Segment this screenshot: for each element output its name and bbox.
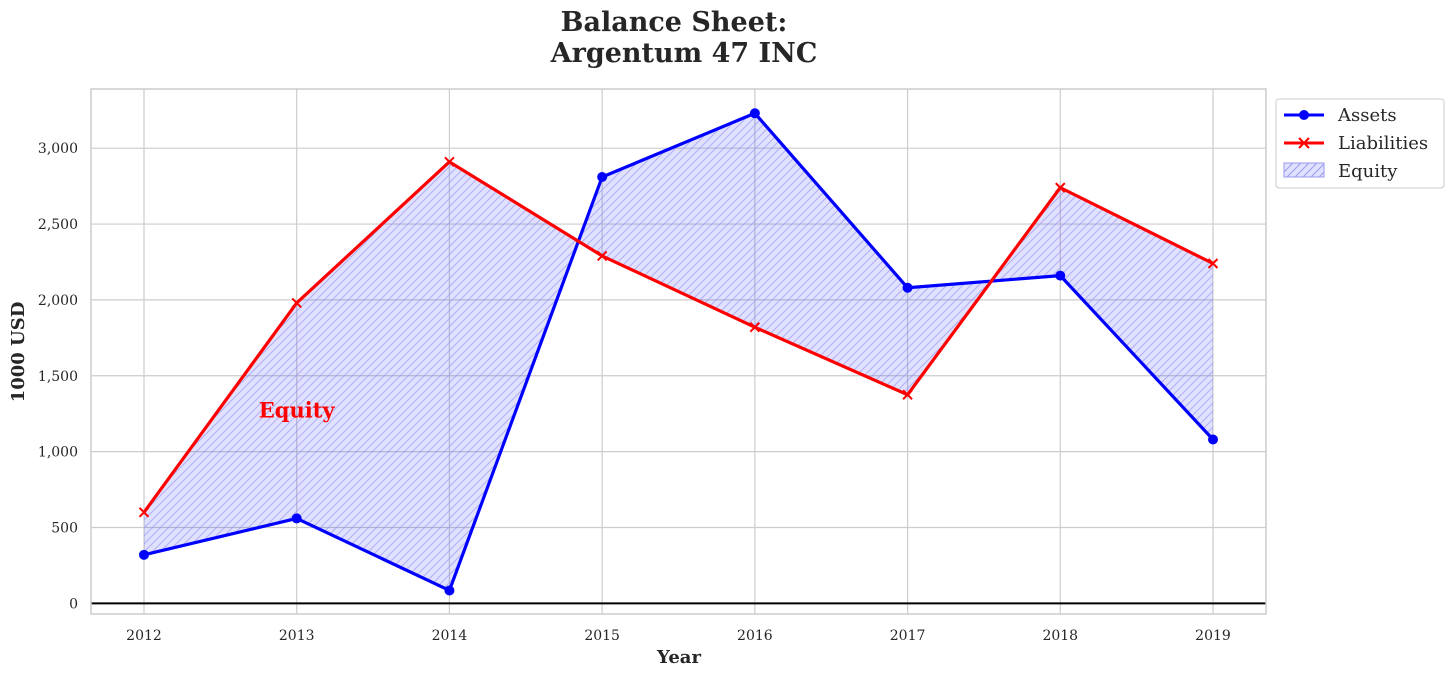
assets-point xyxy=(1208,434,1218,445)
legend-equity-hatch xyxy=(1284,163,1324,177)
y-tick-label: 2,000 xyxy=(38,293,78,309)
assets-point xyxy=(139,549,149,560)
liabilities-point xyxy=(291,297,302,309)
y-axis-label: 1000 USD xyxy=(8,302,29,403)
equity-fill xyxy=(144,113,1213,591)
plot-frame xyxy=(90,88,1267,615)
y-tick-labels: 0 500 1,000 1,500 2,000 2,500 3,000 xyxy=(38,141,78,612)
y-tick-label: 0 xyxy=(69,596,78,612)
liabilities-point xyxy=(1055,182,1066,193)
liabilities-point xyxy=(902,389,913,400)
equity-fill-hatch xyxy=(144,113,1213,591)
legend-assets-label: Assets xyxy=(1337,105,1397,126)
liabilities-point xyxy=(444,156,455,168)
x-tick-label: 2018 xyxy=(1042,628,1078,644)
liabilities-line xyxy=(142,160,1214,514)
legend-liabilities-marker xyxy=(1298,137,1310,149)
x-tick-label: 2015 xyxy=(584,628,620,644)
x-tick-label: 2013 xyxy=(279,628,315,644)
x-tick-label: 2017 xyxy=(890,628,926,644)
chart-title-line2: Argentum 47 INC xyxy=(550,38,818,69)
liabilities-point xyxy=(1207,258,1219,269)
assets-line xyxy=(143,111,1215,593)
x-tick-labels: 2012 2013 2014 2015 2016 2017 2018 2019 xyxy=(126,628,1231,644)
y-tick-label: 500 xyxy=(51,521,78,537)
assets-point xyxy=(902,282,913,293)
y-tick-label: 3,000 xyxy=(38,141,78,157)
x-tick-label: 2012 xyxy=(126,628,162,644)
liabilities-point xyxy=(596,250,608,262)
assets-point xyxy=(1055,270,1066,281)
assets-point xyxy=(291,513,302,524)
y-tick-label: 2,500 xyxy=(38,217,78,233)
y-tick-label: 1,500 xyxy=(38,369,78,385)
liabilities-point xyxy=(138,507,150,518)
legend-equity-label: Equity xyxy=(1338,161,1398,182)
x-tick-label: 2014 xyxy=(432,628,468,644)
x-axis-label: Year xyxy=(656,647,701,668)
assets-point xyxy=(597,172,608,183)
x-tick-label: 2016 xyxy=(737,628,773,644)
liabilities-point xyxy=(749,322,761,333)
equity-annotation: Equity xyxy=(259,398,336,423)
y-tick-label: 1,000 xyxy=(38,445,78,461)
assets-point xyxy=(444,585,455,596)
series-layer xyxy=(138,108,1219,596)
legend-liabilities-label: Liabilities xyxy=(1338,133,1428,154)
assets-point xyxy=(749,108,760,119)
legend: Assets Liabilities Equity xyxy=(1275,98,1445,189)
x-tick-label: 2019 xyxy=(1195,628,1231,644)
chart-title-line1: Balance Sheet: xyxy=(561,7,788,38)
legend-assets-marker xyxy=(1299,110,1309,120)
